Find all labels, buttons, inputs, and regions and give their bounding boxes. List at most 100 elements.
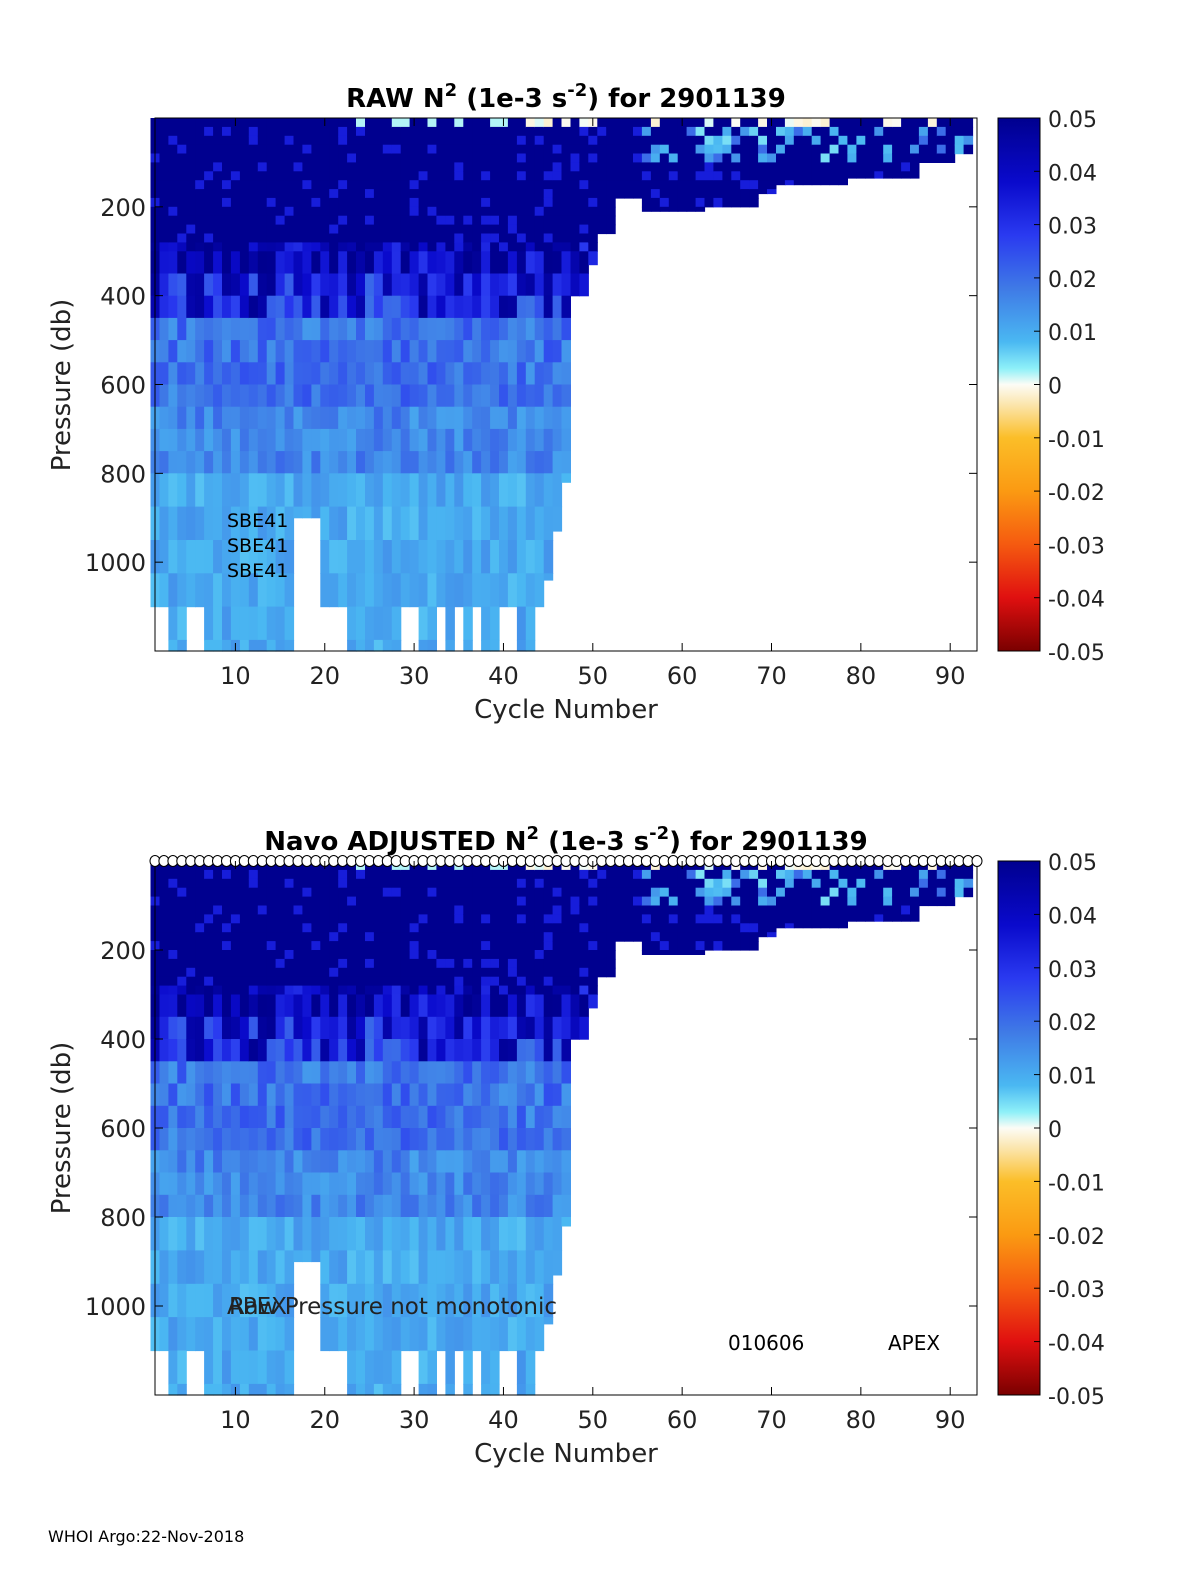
heatmap-cell	[177, 197, 187, 208]
heatmap-cell	[490, 406, 500, 430]
heatmap-cell	[213, 180, 223, 190]
heatmap-cell	[436, 905, 446, 915]
heatmap-cell	[749, 180, 759, 190]
heatmap-cell	[534, 384, 545, 408]
heatmap-cell	[847, 153, 857, 163]
heatmap-cell	[311, 135, 321, 146]
heatmap-cell	[552, 985, 563, 996]
heatmap-cell	[463, 233, 473, 243]
heatmap-cell	[347, 1061, 357, 1085]
heatmap-cell	[168, 1016, 178, 1040]
heatmap-cell	[588, 950, 598, 960]
heatmap-cell	[409, 233, 420, 243]
heatmap-cell	[525, 540, 536, 574]
heatmap-cell	[248, 251, 259, 275]
heatmap-cell	[481, 950, 491, 960]
heatmap-cell	[239, 171, 250, 181]
heatmap-cell	[257, 406, 268, 430]
heatmap-cell	[248, 994, 259, 1018]
heatmap-cell	[427, 317, 437, 341]
heatmap-cell	[284, 242, 295, 252]
heatmap-cell	[427, 242, 437, 252]
heatmap-cell	[400, 1194, 411, 1218]
heatmap-cell	[516, 295, 527, 319]
heatmap-cell	[901, 887, 911, 898]
heatmap-cell	[320, 1217, 330, 1251]
heatmap-cell	[239, 1128, 250, 1151]
heatmap-cell	[293, 153, 303, 163]
heatmap-cell	[552, 162, 563, 172]
heatmap-cell	[400, 362, 411, 386]
heatmap-cell	[606, 914, 616, 924]
heatmap-cell	[391, 242, 402, 252]
heatmap-cell	[195, 233, 205, 243]
heatmap-cell	[275, 144, 286, 155]
heatmap-cell	[597, 869, 607, 880]
heatmap-cell	[918, 887, 929, 898]
heatmap-cell	[284, 932, 295, 942]
heatmap-cell	[472, 171, 482, 181]
heatmap-cell	[472, 362, 482, 386]
heatmap-cell	[373, 1317, 384, 1352]
heatmap-cell	[427, 162, 437, 172]
heatmap-cell	[222, 923, 232, 933]
heatmap-cell	[490, 905, 500, 915]
heatmap-cell	[445, 540, 455, 574]
heatmap-cell	[400, 206, 411, 217]
heatmap-cell	[311, 896, 321, 907]
heatmap-cell	[186, 896, 196, 907]
heatmap-cell	[499, 1128, 509, 1151]
heatmap-cell	[400, 215, 411, 226]
heatmap-cell	[588, 958, 598, 969]
heatmap-cell	[338, 153, 348, 163]
heatmap-cell	[418, 233, 429, 243]
heatmap-cell	[624, 189, 634, 199]
heatmap-cell	[633, 162, 643, 172]
heatmap-cell	[284, 233, 295, 243]
heatmap-cell	[695, 932, 706, 942]
heatmap-cell	[561, 1172, 571, 1196]
heatmap-cell	[373, 126, 384, 137]
heatmap-cell	[382, 171, 393, 181]
heatmap-cell	[463, 1172, 473, 1196]
heatmap-cell	[302, 1172, 312, 1196]
heatmap-cell	[204, 914, 214, 924]
heatmap-cell	[204, 1172, 214, 1196]
heatmap-cell	[918, 896, 929, 907]
heatmap-cell	[373, 914, 384, 924]
heatmap-cell	[239, 869, 250, 880]
heatmap-cell	[543, 428, 554, 452]
heatmap-cell	[400, 295, 411, 319]
heatmap-cell	[409, 941, 420, 951]
heatmap-cell	[463, 1061, 473, 1085]
heatmap-cell	[204, 1039, 214, 1062]
heatmap-cell	[874, 126, 884, 137]
heatmap-cell	[266, 206, 277, 217]
heatmap-cell	[302, 126, 312, 137]
heatmap-cell	[418, 144, 429, 155]
heatmap-cell	[936, 869, 947, 880]
heatmap-cell	[365, 135, 375, 146]
heatmap-cell	[713, 180, 723, 190]
heatmap-cell	[230, 295, 241, 319]
heatmap-cell	[248, 896, 259, 907]
heatmap-cell	[499, 242, 509, 252]
heatmap-cell	[230, 135, 241, 146]
heatmap-cell	[704, 189, 714, 199]
heatmap-cell	[382, 1194, 393, 1218]
heatmap-cell	[472, 144, 482, 155]
heatmap-cell	[382, 180, 393, 190]
heatmap-cell	[409, 242, 420, 252]
heatmap-cell	[472, 923, 482, 933]
heatmap-cell	[463, 976, 473, 987]
heatmap-cell	[615, 171, 625, 181]
heatmap-cell	[802, 914, 813, 924]
heatmap-cell	[338, 206, 348, 217]
heatmap-cell	[177, 950, 187, 960]
heatmap-cell	[543, 994, 554, 1018]
heatmap-cell	[767, 144, 777, 155]
heatmap-cell	[588, 206, 598, 217]
heatmap-cell	[793, 135, 804, 146]
heatmap-cell	[865, 905, 875, 915]
heatmap-cell	[373, 1217, 384, 1251]
